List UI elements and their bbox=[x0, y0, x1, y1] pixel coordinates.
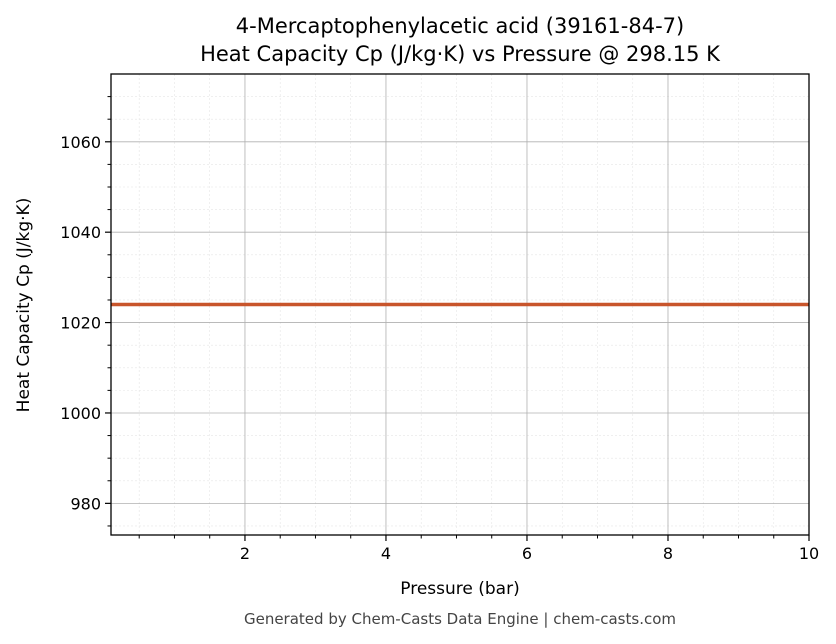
minor-grid bbox=[111, 74, 809, 535]
y-tick-label: 980 bbox=[70, 494, 101, 513]
axis-ticks: 2 4 6 8 10 980 1000 1020 1040 1060 bbox=[60, 96, 819, 563]
x-axis-label: Pressure (bar) bbox=[400, 579, 519, 599]
y-tick-label: 1000 bbox=[60, 404, 101, 423]
x-tick-label: 10 bbox=[799, 544, 819, 563]
x-tick-label: 8 bbox=[663, 544, 673, 563]
x-tick-label: 6 bbox=[522, 544, 532, 563]
footer-credit: Generated by Chem-Casts Data Engine | ch… bbox=[244, 610, 676, 628]
chart-title-line-1: 4-Mercaptophenylacetic acid (39161-84-7) bbox=[236, 14, 684, 38]
x-tick-label: 4 bbox=[381, 544, 391, 563]
plot-frame bbox=[110, 73, 810, 536]
y-tick-label: 1060 bbox=[60, 133, 101, 152]
y-tick-label: 1020 bbox=[60, 314, 101, 333]
chart-title-line-2: Heat Capacity Cp (J/kg·K) vs Pressure @ … bbox=[200, 42, 721, 66]
y-axis-label: Heat Capacity Cp (J/kg·K) bbox=[14, 198, 34, 413]
y-tick-label: 1040 bbox=[60, 223, 101, 242]
x-tick-label: 2 bbox=[240, 544, 250, 563]
